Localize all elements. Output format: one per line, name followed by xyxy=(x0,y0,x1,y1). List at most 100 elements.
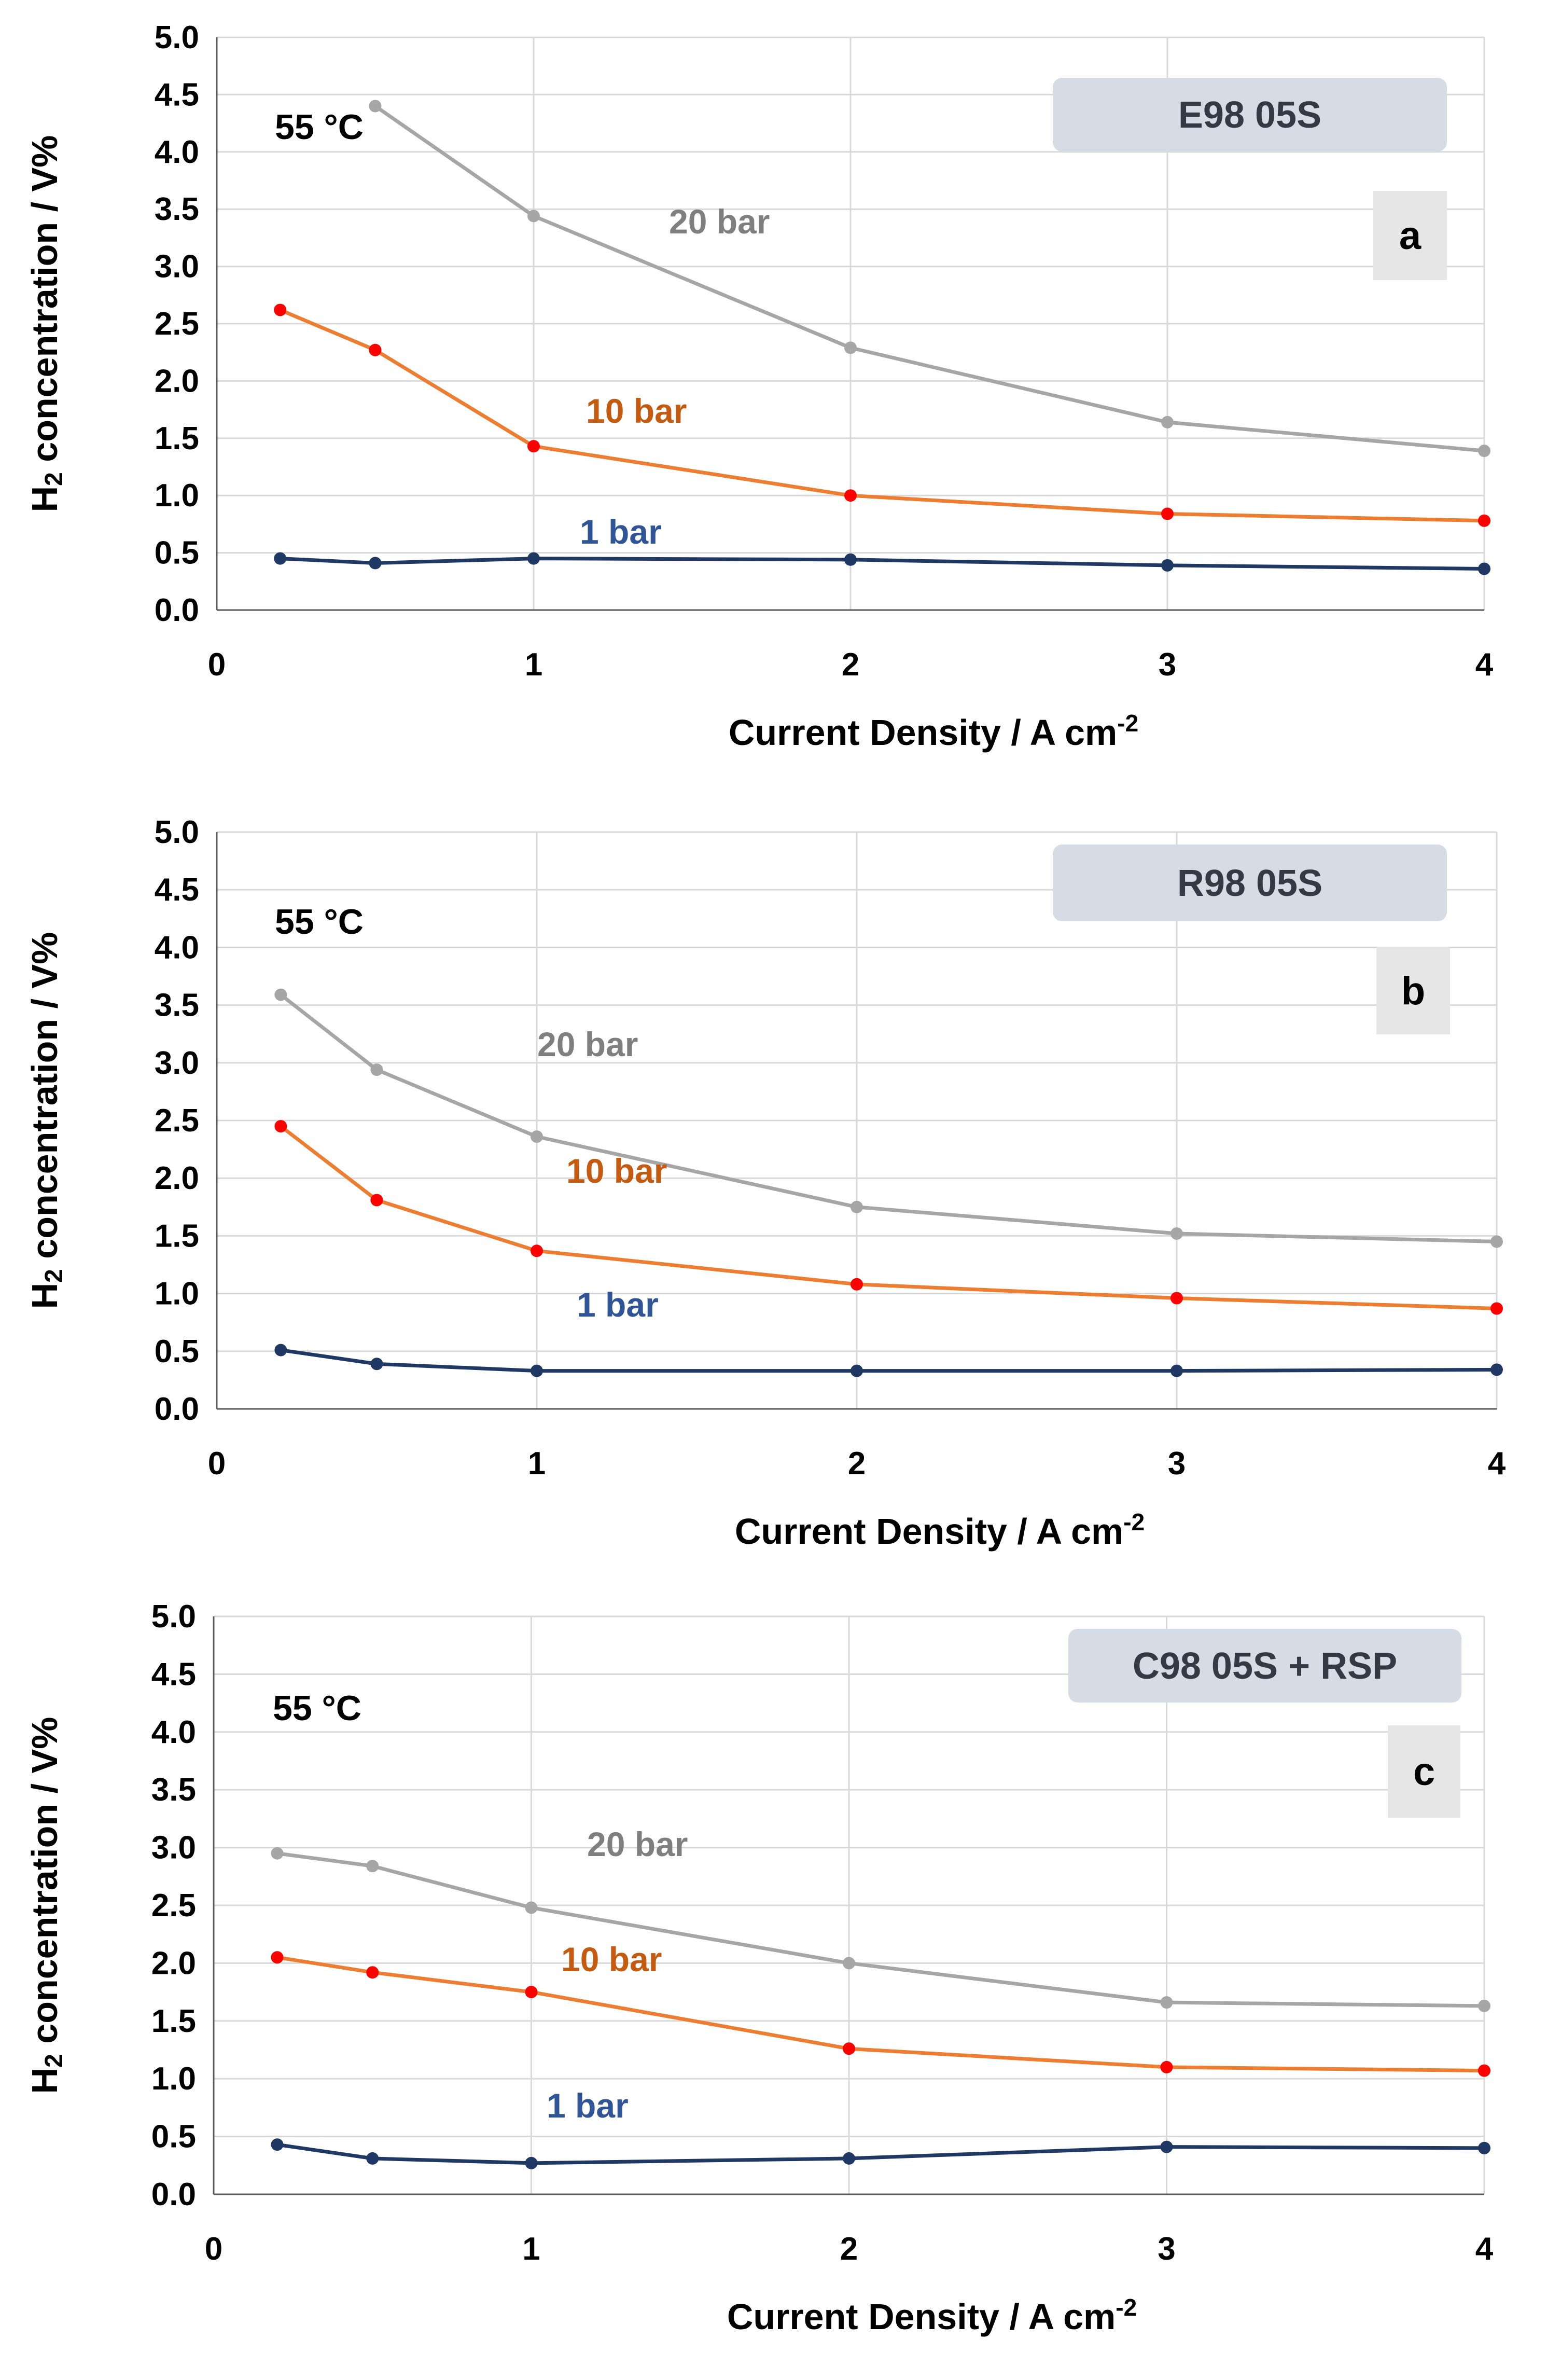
data-point xyxy=(366,2152,379,2165)
x-tick-label: 2 xyxy=(840,2231,858,2267)
data-point xyxy=(531,1364,543,1377)
data-point xyxy=(1478,2064,1490,2077)
y-tick-label: 4.0 xyxy=(155,930,199,965)
series-label: 10 bar xyxy=(566,1152,667,1190)
data-point xyxy=(366,1966,379,1979)
x-axis-title: Current Density / A cm-2 xyxy=(727,2294,1137,2337)
x-tick-label: 3 xyxy=(1168,1446,1186,1482)
data-point xyxy=(274,988,287,1001)
series-line-20-bar xyxy=(277,1851,1485,2008)
y-tick-label: 3.5 xyxy=(155,988,199,1023)
series-label: 10 bar xyxy=(586,392,687,430)
data-point xyxy=(851,1364,863,1377)
series-line-1-bar xyxy=(280,1348,1497,1373)
data-point xyxy=(531,1130,543,1143)
series-label: 10 bar xyxy=(561,1940,662,1978)
data-point xyxy=(1490,1235,1503,1248)
y-tick-label: 3.5 xyxy=(151,1772,196,1808)
data-point xyxy=(271,1951,284,1964)
membrane-label-box xyxy=(1053,845,1447,921)
series-label: 1 bar xyxy=(547,2086,629,2125)
panel-letter-box xyxy=(1376,947,1450,1034)
y-tick-label: 1.0 xyxy=(155,1276,199,1312)
y-tick-label: 5.0 xyxy=(155,20,199,56)
data-point xyxy=(1170,1227,1183,1240)
series-label: 20 bar xyxy=(537,1025,638,1063)
x-axis-title: Current Density / A cm-2 xyxy=(729,710,1138,753)
x-tick-label: 3 xyxy=(1159,647,1176,683)
x-tick-label: 1 xyxy=(522,2231,540,2267)
series-line-1-bar xyxy=(280,557,1485,571)
y-tick-label: 4.5 xyxy=(155,872,199,908)
membrane-label: E98 05S xyxy=(1178,94,1321,136)
series-line-20-bar xyxy=(280,993,1497,1244)
x-tick-label: 3 xyxy=(1158,2231,1175,2267)
data-point xyxy=(370,1063,383,1076)
panel-letter: c xyxy=(1413,1750,1435,1794)
data-point xyxy=(1170,1292,1183,1305)
data-point xyxy=(1160,2060,1173,2073)
chart-panel-c: 0.0 0.5 1.0 1.5 2.0 2.5 3.0 3.5 4.0 4.5 5.0 0 1 2 3 4 20… xyxy=(24,1599,1494,2337)
x-tick-label: 0 xyxy=(205,2231,222,2267)
y-tick-label: 0.0 xyxy=(155,592,199,628)
series-line-10-bar xyxy=(279,308,1485,523)
data-point xyxy=(1170,1364,1183,1377)
y-axis-title: H2 concentration / V% xyxy=(24,135,68,513)
y-tick-label: 0.5 xyxy=(151,2119,196,2155)
data-point xyxy=(274,552,287,565)
y-tick-label: 2.5 xyxy=(151,1888,196,1924)
series-line-10-bar xyxy=(280,1125,1497,1311)
temperature-label: 55 °C xyxy=(275,107,364,147)
y-tick-label: 1.0 xyxy=(155,478,199,514)
data-point xyxy=(525,1901,538,1914)
data-point xyxy=(1490,1363,1503,1376)
panel-letter-box xyxy=(1373,191,1447,280)
y-tick-label: 5.0 xyxy=(151,1599,196,1635)
y-tick-label: 4.0 xyxy=(151,1714,196,1750)
membrane-label-box xyxy=(1068,1629,1461,1703)
series-line-10-bar xyxy=(276,1955,1485,2073)
data-point xyxy=(274,1120,287,1133)
x-tick-label: 1 xyxy=(525,647,542,683)
x-tick-label: 4 xyxy=(1488,1446,1506,1482)
data-point xyxy=(844,341,857,354)
data-point xyxy=(844,489,857,502)
y-tick-label: 0.0 xyxy=(151,2177,196,2212)
y-axis-title: H2 concentration / V% xyxy=(24,1717,68,2094)
data-point xyxy=(851,1278,863,1291)
membrane-label: C98 05S + RSP xyxy=(1133,1645,1397,1687)
data-point xyxy=(274,1344,287,1357)
x-tick-label: 4 xyxy=(1475,2231,1494,2267)
y-tick-label: 1.5 xyxy=(155,1218,199,1254)
data-point xyxy=(1478,562,1490,575)
data-point xyxy=(1161,559,1174,572)
y-tick-label: 0.5 xyxy=(155,1334,199,1369)
temperature-label: 55 °C xyxy=(273,1689,361,1728)
y-tick-label: 2.5 xyxy=(155,306,199,342)
y-axis-title: H2 concentration / V% xyxy=(24,932,68,1309)
data-point xyxy=(1478,1999,1490,2012)
y-tick-label: 3.5 xyxy=(155,191,199,227)
data-point xyxy=(366,1860,379,1873)
data-point xyxy=(525,2156,538,2169)
data-point xyxy=(1478,2141,1490,2154)
y-tick-label: 4.5 xyxy=(155,77,199,113)
y-tick-label: 1.0 xyxy=(151,2061,196,2097)
y-tick-label: 1.5 xyxy=(151,2003,196,2039)
data-point xyxy=(527,552,540,565)
series-line-1-bar xyxy=(276,2142,1485,2165)
y-tick-label: 3.0 xyxy=(151,1830,196,1866)
temperature-label: 55 °C xyxy=(275,902,364,942)
x-tick-label: 4 xyxy=(1475,647,1494,683)
series-label: 20 bar xyxy=(587,1825,688,1863)
data-point xyxy=(1161,416,1174,428)
y-tick-label: 0.5 xyxy=(155,535,199,571)
data-point xyxy=(843,2042,855,2055)
y-tick-label: 1.5 xyxy=(155,421,199,456)
x-tick-label: 1 xyxy=(528,1446,546,1482)
data-point xyxy=(369,100,382,113)
data-point xyxy=(369,557,382,570)
chart-panel-b: 0.0 0.5 1.0 1.5 2.0 2.5 3.0 3.5 4.0 4.5 5.0 0 1 2 3 4 20… xyxy=(24,814,1506,1552)
y-tick-label: 3.0 xyxy=(155,249,199,285)
data-point xyxy=(1160,1996,1173,2009)
